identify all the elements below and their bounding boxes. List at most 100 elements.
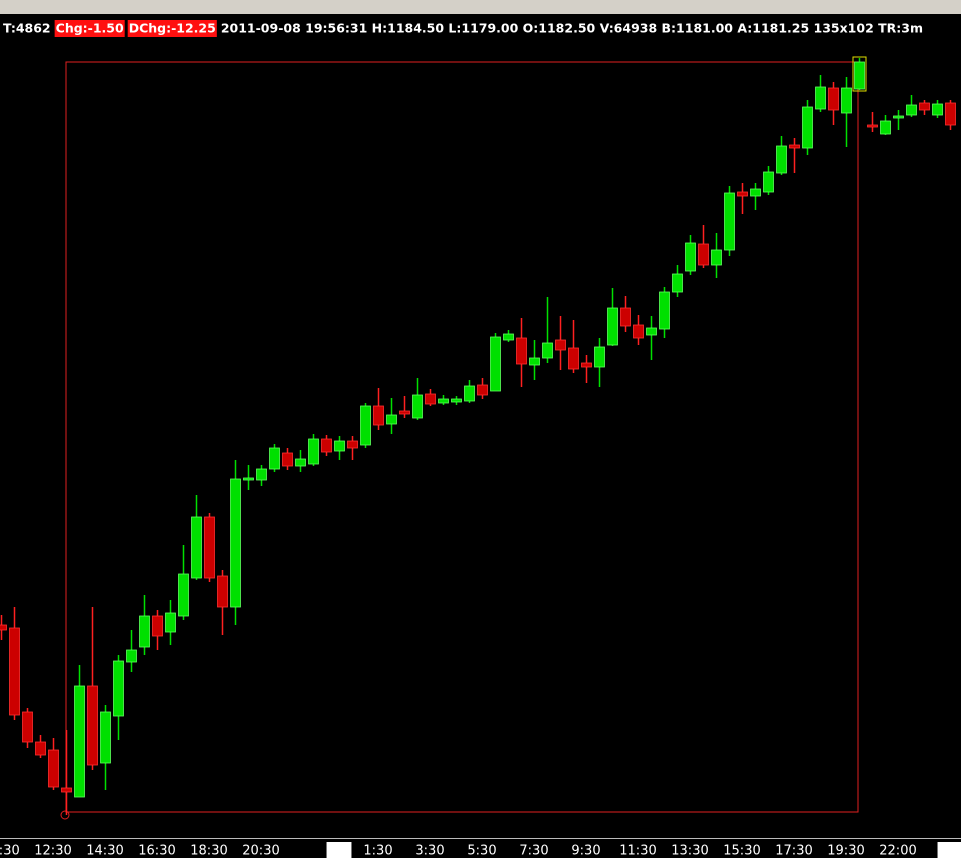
candle-body bbox=[503, 333, 514, 341]
candle-body bbox=[412, 394, 423, 419]
header-highlight bbox=[54, 20, 125, 37]
candle-body bbox=[568, 347, 579, 370]
candle-body bbox=[724, 192, 735, 251]
candle-body bbox=[360, 405, 371, 446]
candle-body bbox=[633, 324, 644, 339]
candle-body bbox=[243, 477, 254, 481]
x-tick-label: 13:30 bbox=[671, 844, 708, 858]
x-tick-label: 12:30 bbox=[34, 844, 71, 858]
candle-body bbox=[555, 339, 566, 351]
candle-body bbox=[711, 249, 722, 266]
selection-box bbox=[65, 61, 859, 813]
x-tick-label: 20:30 bbox=[242, 844, 279, 858]
candle-body bbox=[0, 624, 7, 631]
candle-body bbox=[282, 452, 293, 467]
x-tick-label: 18:30 bbox=[190, 844, 227, 858]
candle-body bbox=[295, 458, 306, 467]
x-tick-label: 1:30 bbox=[363, 844, 392, 858]
candle-body bbox=[750, 188, 761, 197]
candle-body bbox=[776, 145, 787, 174]
candle-body bbox=[451, 398, 462, 403]
candle-body bbox=[841, 87, 852, 114]
header-item: DChg:-12.25 bbox=[129, 21, 216, 36]
x-tick-label: 17:30 bbox=[775, 844, 812, 858]
candle-body bbox=[230, 478, 241, 608]
candle-body bbox=[139, 615, 150, 648]
candle-body bbox=[35, 741, 46, 756]
x-tick-label: 5:30 bbox=[467, 844, 496, 858]
header: T:4862 Chg:-1.50 DChg:-12.25 2011-09-08 19:… bbox=[3, 20, 923, 37]
candle-body bbox=[399, 410, 410, 415]
candle-body bbox=[581, 362, 592, 368]
candle-body bbox=[204, 516, 215, 579]
header-item: Chg:-1.50 bbox=[56, 21, 124, 36]
x-tick-label: 3:30 bbox=[415, 844, 444, 858]
candle-body bbox=[763, 171, 774, 193]
candle-body bbox=[932, 103, 943, 116]
candle-body bbox=[386, 414, 397, 425]
candle-body bbox=[646, 327, 657, 336]
bar-highlight bbox=[852, 56, 867, 92]
candle-body bbox=[906, 104, 917, 116]
candle-body bbox=[100, 711, 111, 764]
candle-body bbox=[893, 115, 904, 119]
candle-body bbox=[334, 440, 345, 452]
x-tick-highlight bbox=[326, 842, 352, 858]
candle-body bbox=[698, 243, 709, 266]
candle-body bbox=[178, 573, 189, 617]
candle-body bbox=[464, 385, 475, 402]
candle-body bbox=[828, 87, 839, 111]
candle-body bbox=[802, 106, 813, 149]
x-tick-label: 16:30 bbox=[138, 844, 175, 858]
candle-body bbox=[815, 86, 826, 110]
x-tick-label: 11:30 bbox=[619, 844, 656, 858]
candle-body bbox=[477, 384, 488, 396]
candle-body bbox=[737, 191, 748, 197]
candle-body bbox=[594, 346, 605, 368]
candle-body bbox=[919, 102, 930, 111]
candle-body bbox=[529, 357, 540, 366]
candle-body bbox=[490, 336, 501, 392]
candle-body bbox=[945, 102, 956, 126]
candle-body bbox=[113, 660, 124, 717]
anchor-point bbox=[60, 810, 70, 820]
candle-body bbox=[516, 337, 527, 365]
candle-body bbox=[425, 393, 436, 405]
x-tick-label: 22:00 bbox=[879, 844, 916, 858]
candle-body bbox=[191, 516, 202, 579]
candle-body bbox=[9, 627, 20, 716]
candle-body bbox=[789, 144, 800, 149]
x-tick-label: 9/8 bbox=[940, 844, 961, 858]
x-tick-label: 19:30 bbox=[827, 844, 864, 858]
candle-body bbox=[321, 438, 332, 453]
candle-body bbox=[269, 447, 280, 470]
candle-body bbox=[126, 649, 137, 663]
header-highlight bbox=[127, 20, 217, 37]
x-tick-highlight bbox=[937, 842, 961, 858]
candle-body bbox=[347, 440, 358, 449]
candle-body bbox=[217, 575, 228, 608]
candle-body bbox=[659, 291, 670, 330]
x-tick-label: 9:30 bbox=[571, 844, 600, 858]
candle-body bbox=[607, 307, 618, 346]
candle-body bbox=[165, 612, 176, 633]
candle-body bbox=[867, 124, 878, 128]
candle-body bbox=[74, 685, 85, 798]
candle-body bbox=[308, 438, 319, 465]
candle-body bbox=[256, 468, 267, 481]
candle-body bbox=[48, 749, 59, 788]
candle-body bbox=[152, 615, 163, 637]
candle-body bbox=[685, 242, 696, 272]
candle-body bbox=[61, 787, 72, 793]
candle-body bbox=[373, 405, 384, 426]
x-tick-label: 15:30 bbox=[723, 844, 760, 858]
candle-body bbox=[22, 711, 33, 743]
x-tick-label: 7:30 bbox=[519, 844, 548, 858]
candle-body bbox=[854, 61, 865, 90]
x-tick-label: 9/7 bbox=[329, 844, 350, 858]
window-bar bbox=[0, 0, 961, 14]
candle-body bbox=[438, 398, 449, 404]
candle-body bbox=[880, 120, 891, 135]
header-item: T:4862 bbox=[3, 21, 51, 36]
x-tick-label: 10:30 bbox=[0, 844, 20, 858]
